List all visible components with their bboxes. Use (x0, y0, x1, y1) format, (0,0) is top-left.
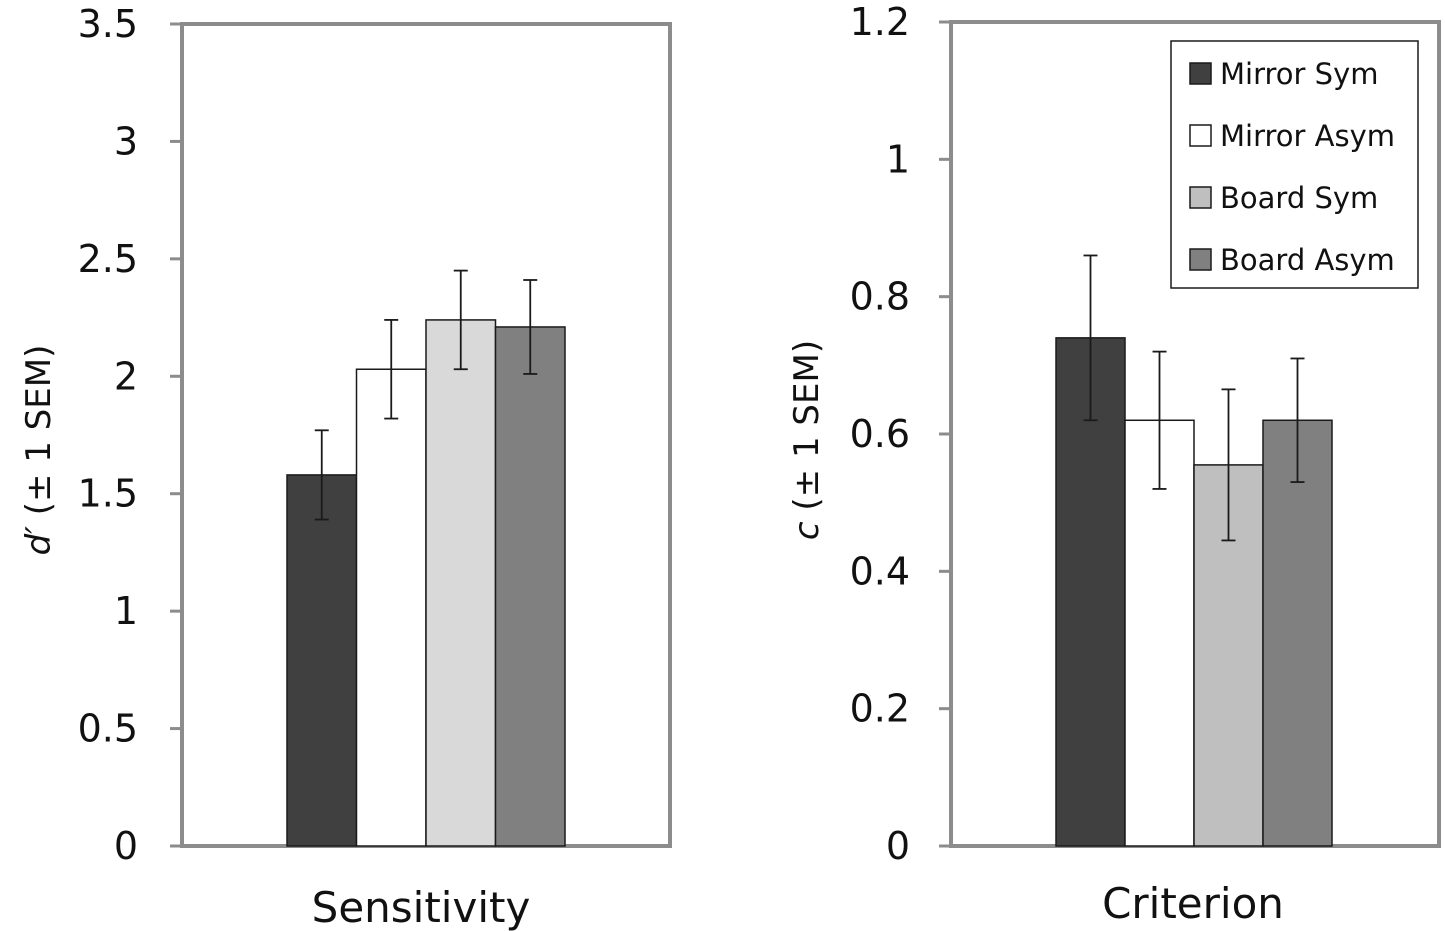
legend-label: Board Asym (1220, 243, 1395, 277)
criterion-error-bar-board-sym (1221, 388, 1236, 542)
criterion-error-bars (1083, 254, 1305, 542)
criterion-y-axis-suffix: (± 1 SEM) (787, 340, 827, 521)
criterion-error-bar-mirror-asym (1152, 350, 1167, 490)
sensitivity-y-tick-label: 1 (114, 589, 138, 633)
sensitivity-error-bar-board-asym (523, 279, 538, 375)
legend-item-board-asym: Board Asym (1189, 243, 1395, 277)
sensitivity-y-axis-symbol: d′ (19, 526, 59, 556)
legend-swatch (1189, 124, 1212, 147)
legend-item-mirror-sym: Mirror Sym (1189, 57, 1378, 91)
criterion-bars (1055, 337, 1333, 847)
legend-label: Board Sym (1220, 181, 1378, 215)
sensitivity-y-tick-label: 0.5 (78, 707, 138, 751)
sensitivity-bar-board-asym (494, 326, 566, 847)
criterion-bar-mirror-asym (1124, 419, 1195, 847)
criterion-y-tick-label: 1.2 (850, 0, 910, 44)
sensitivity-x-axis-label: Sensitivity (312, 883, 531, 931)
sensitivity-bar-board-sym (425, 319, 497, 847)
sensitivity-y-axis-suffix: (± 1 SEM) (19, 345, 59, 526)
sensitivity-y-tick-label: 0 (114, 824, 138, 868)
legend: Mirror Sym Mirror Asym Board Sym Board Asym (1170, 40, 1419, 289)
criterion-y-tick-label: 0.2 (850, 687, 910, 731)
criterion-chart: 00.20.40.60.811.2 c (± 1 SEM) Criterion … (787, 0, 1441, 928)
criterion-error-bar-board-asym (1290, 357, 1305, 483)
criterion-y-tick-label: 0.6 (850, 412, 910, 456)
sensitivity-error-bar-mirror-sym (314, 429, 329, 521)
sensitivity-bars (286, 319, 566, 847)
legend-items: Mirror Sym Mirror Asym Board Sym Board Asym (1189, 57, 1395, 277)
sensitivity-y-tick-label: 3 (114, 119, 138, 163)
sensitivity-y-ticks: 0 0.5 1 1.5 2 2.5 3 3.5 (78, 2, 182, 868)
legend-swatch (1189, 186, 1212, 209)
sensitivity-y-tick-label: 3.5 (78, 2, 138, 46)
criterion-y-axis-label: c (± 1 SEM) (787, 340, 827, 540)
criterion-error-bar-mirror-sym (1083, 254, 1098, 422)
sensitivity-bar-mirror-sym (286, 474, 358, 847)
legend-box (1170, 40, 1419, 289)
sensitivity-y-tick-label: 1.5 (78, 472, 138, 516)
sensitivity-error-bar-board-sym (453, 269, 468, 371)
sensitivity-y-tick-label: 2.5 (78, 237, 138, 281)
criterion-y-axis-symbol: c (787, 521, 827, 540)
sensitivity-y-tick-label: 2 (114, 354, 138, 398)
sensitivity-y-axis-label: d′ (± 1 SEM) (19, 345, 59, 556)
sensitivity-error-bar-mirror-asym (384, 319, 399, 420)
legend-swatch (1189, 62, 1212, 85)
sensitivity-chart: 0 0.5 1 1.5 2 2.5 3 3.5 d′ (± 1 SEM) Sensitivit… (19, 2, 672, 931)
legend-label: Mirror Sym (1220, 57, 1378, 91)
criterion-bar-board-asym (1262, 419, 1333, 847)
legend-item-board-sym: Board Sym (1189, 181, 1378, 215)
legend-label: Mirror Asym (1220, 119, 1395, 153)
criterion-y-tick-label: 0 (886, 824, 910, 868)
sensitivity-error-bars (314, 269, 538, 521)
criterion-bar-mirror-sym (1055, 337, 1126, 847)
criterion-y-tick-label: 0.8 (850, 275, 910, 319)
criterion-y-tick-label: 1 (886, 137, 910, 181)
legend-item-mirror-asym: Mirror Asym (1189, 119, 1395, 153)
criterion-x-axis-label: Criterion (1102, 879, 1284, 928)
legend-swatch (1189, 248, 1212, 271)
criterion-y-tick-label: 0.4 (850, 549, 910, 593)
criterion-y-ticks: 0 0.2 0.4 0.6 0.8 1 1.2 (850, 0, 951, 868)
sensitivity-bar-mirror-asym (355, 368, 427, 847)
